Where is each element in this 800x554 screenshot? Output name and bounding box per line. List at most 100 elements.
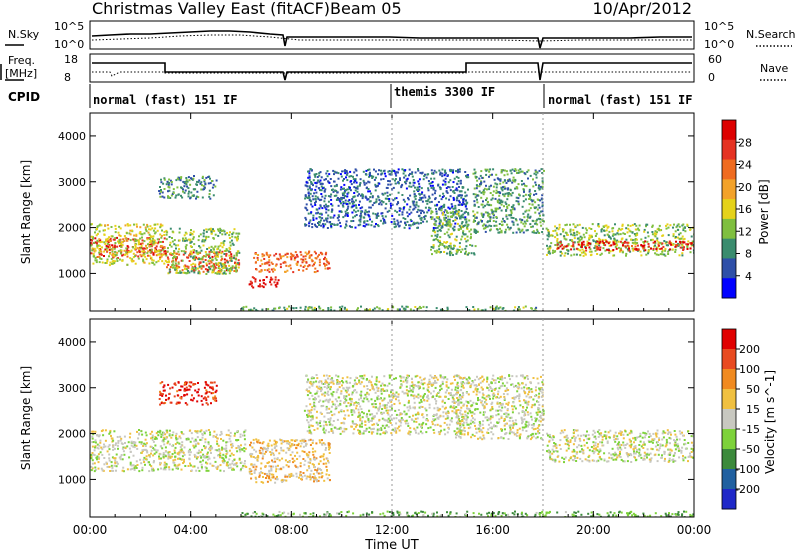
echo-cell (521, 170, 524, 173)
echo-cell (195, 469, 198, 472)
echo-cell (234, 262, 236, 265)
echo-cell (110, 257, 113, 260)
echo-cell (163, 463, 166, 466)
echo-cell (431, 253, 433, 256)
echo-cell (373, 178, 376, 181)
echo-cell (215, 399, 218, 402)
echo-cell (192, 258, 195, 261)
echo-cell (380, 200, 383, 203)
echo-cell (190, 263, 193, 266)
echo-cell (108, 236, 111, 239)
echo-cell (362, 412, 365, 415)
echo-cell (426, 173, 429, 176)
echo-cell (590, 253, 593, 256)
echo-cell (414, 198, 417, 201)
echo-cell (192, 195, 195, 197)
echo-cell (465, 176, 468, 179)
echo-cell (113, 246, 116, 249)
echo-cell (307, 308, 310, 311)
echo-cell (188, 271, 191, 274)
echo-cell (409, 308, 412, 311)
echo-cell (521, 205, 524, 208)
echo-cell (427, 187, 430, 190)
echo-cell (406, 211, 409, 214)
echo-cell (590, 228, 593, 230)
echo-cell (106, 249, 109, 252)
echo-cell (338, 199, 341, 202)
echo-cell (413, 223, 416, 226)
echo-cell (176, 441, 179, 444)
echo-cell (692, 249, 694, 252)
echo-cell (477, 206, 480, 208)
echo-cell (251, 446, 254, 449)
echo-cell (397, 221, 400, 224)
echo-cell (302, 445, 305, 448)
echo-cell (474, 193, 477, 196)
echo-cell (604, 249, 607, 252)
echo-cell (181, 269, 184, 272)
echo-cell (227, 466, 230, 469)
echo-cell (276, 282, 279, 285)
echo-cell (279, 467, 282, 470)
echo-cell (424, 206, 427, 209)
echo-cell (409, 194, 412, 197)
echo-cell (222, 461, 225, 464)
echo-cell (413, 207, 416, 210)
echo-cell (615, 242, 618, 245)
echo-cell (124, 447, 127, 450)
echo-cell (395, 174, 398, 177)
echo-cell (466, 223, 469, 226)
echo-cell (197, 382, 199, 384)
echo-cell (372, 431, 375, 434)
echo-cell (138, 242, 141, 245)
echo-cell (114, 227, 117, 230)
echo-cell (159, 382, 162, 385)
echo-cell (318, 172, 321, 175)
echo-cell (230, 268, 233, 271)
echo-cell (622, 244, 624, 247)
echo-cell (603, 229, 605, 232)
echo-cell (96, 246, 99, 249)
echo-cell (479, 174, 482, 177)
echo-cell (230, 443, 232, 446)
echo-cell (192, 267, 194, 269)
echo-cell (294, 439, 297, 442)
echo-cell (492, 213, 495, 216)
echo-cell (311, 463, 314, 466)
echo-cell (143, 448, 146, 451)
echo-cell (363, 221, 366, 224)
echo-cell (320, 189, 323, 192)
echo-cell (443, 241, 446, 244)
echo-cell (174, 458, 177, 461)
echo-cell (458, 199, 460, 202)
echo-cell (644, 249, 647, 252)
echo-cell (529, 174, 532, 177)
echo-cell (438, 239, 441, 242)
echo-cell (391, 214, 394, 217)
echo-cell (422, 220, 425, 223)
echo-cell (175, 194, 178, 197)
echo-cell (114, 224, 117, 227)
echo-cell (327, 200, 330, 203)
echo-cell (217, 228, 219, 231)
echo-cell (108, 432, 111, 435)
echo-cell (207, 176, 210, 178)
echo-cell (105, 262, 108, 264)
echo-cell (178, 176, 180, 179)
echo-cell (309, 475, 311, 478)
echo-cell (93, 449, 96, 452)
echo-cell (293, 443, 296, 446)
echo-cell (145, 244, 147, 247)
echo-cell (425, 306, 428, 309)
echo-cell (266, 461, 269, 464)
echo-cell (210, 261, 213, 264)
echo-cell (204, 268, 207, 271)
echo-cell (445, 190, 448, 193)
echo-cell (295, 475, 298, 478)
echo-cell (378, 169, 380, 172)
echo-cell (152, 252, 155, 254)
echo-cell (111, 235, 114, 238)
echo-cell (631, 239, 634, 241)
echo-cell (356, 194, 359, 197)
echo-cell (99, 241, 102, 244)
